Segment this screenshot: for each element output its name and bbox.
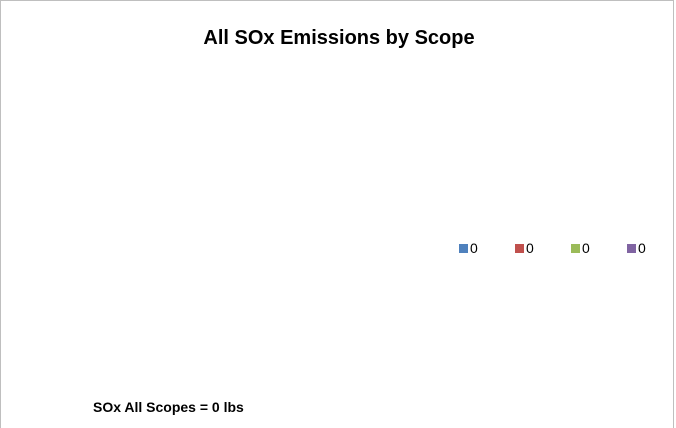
legend-label: 0	[582, 240, 590, 256]
legend-swatch	[515, 244, 524, 253]
legend-label: 0	[526, 240, 534, 256]
chart-annotation: SOx All Scopes = 0 lbs	[93, 399, 244, 415]
legend-label: 0	[638, 240, 646, 256]
legend-swatch	[459, 244, 468, 253]
legend-swatch	[627, 244, 636, 253]
legend-swatch	[571, 244, 580, 253]
legend-label: 0	[470, 240, 478, 256]
chart-title: All SOx Emissions by Scope	[203, 27, 475, 49]
